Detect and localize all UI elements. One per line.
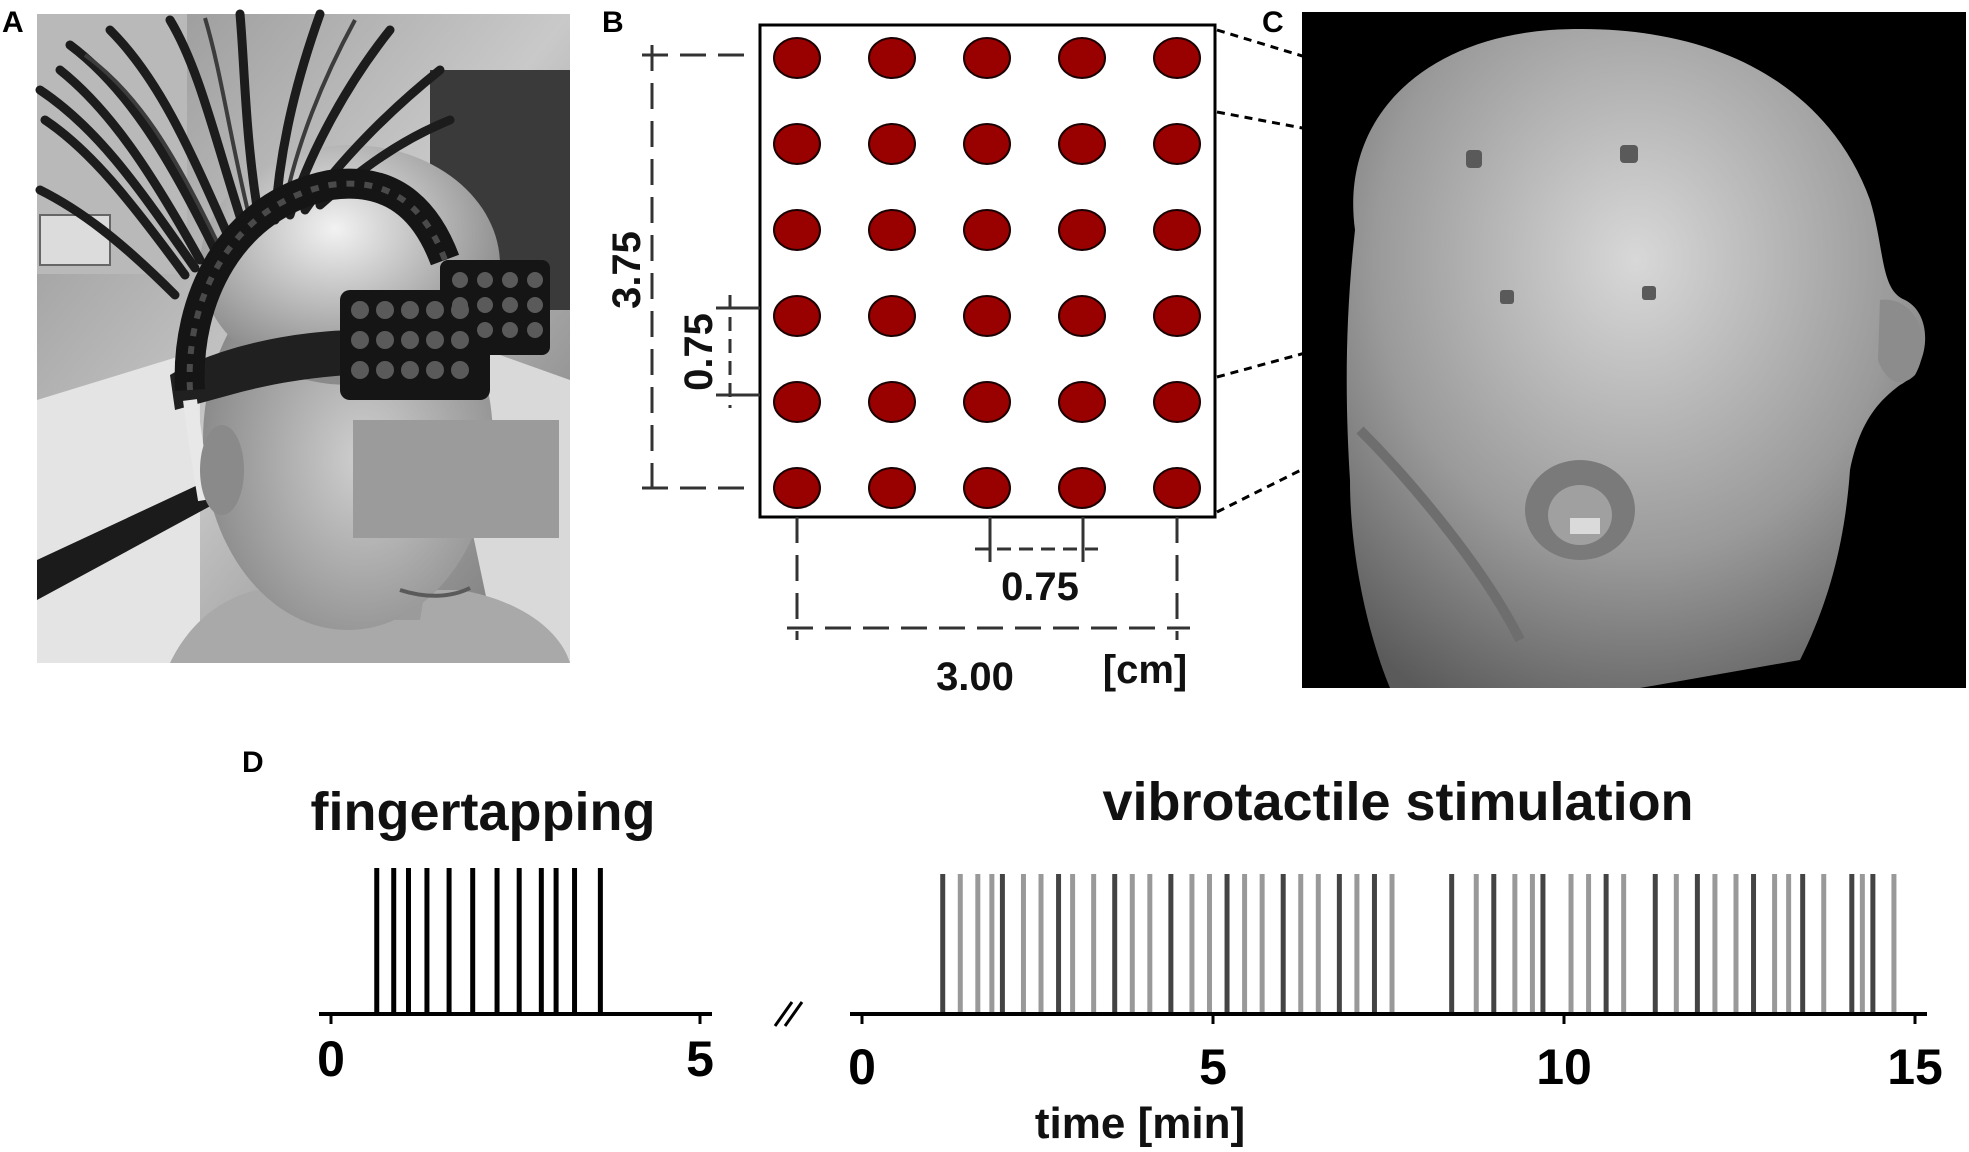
electrode [1153,209,1201,251]
electrode [773,123,821,165]
electrode [1058,381,1106,423]
electrode [963,295,1011,337]
x-tick-label: 5 [1199,1039,1227,1095]
panel-c-label: C [1262,6,1284,39]
vibrotactile-chart: 0 5 10 15 [848,874,1943,1095]
dimension-width [787,517,1190,640]
panel-d-label: D [242,746,264,779]
dimension-height [642,45,752,498]
electrode [963,209,1011,251]
panel-d: D fingertapping vibrotactile stimulation… [242,746,1943,1148]
panel-a: A [2,6,570,663]
electrode [868,123,916,165]
electrode [868,209,916,251]
panel-b-label: B [602,6,624,39]
panel-c: C [1262,6,1966,689]
electrode [1058,467,1106,509]
electrode [773,37,821,79]
dimension-pitch-horizontal-label: 0.75 [1001,565,1079,609]
electrode [868,37,916,79]
photo-participant-with-cap [35,9,570,663]
dimension-width-label: 3.00 [936,655,1014,699]
electrode [1058,37,1106,79]
electrode [963,123,1011,165]
x-tick-label: 5 [686,1031,714,1087]
electrode [1153,37,1201,79]
dimension-height-label: 3.75 [605,231,649,309]
dimension-pitch-vertical-label: 0.75 [677,313,721,391]
electrode-markers [1466,145,1656,304]
unit-label: [cm] [1103,648,1187,692]
panel-b: B 3.75 0.75 0.75 3.00 [602,6,1652,699]
electrode [773,209,821,251]
electrode [868,467,916,509]
electrode-grid-frame [758,23,1217,519]
x-tick-label: 10 [1536,1039,1592,1095]
electrode [963,467,1011,509]
x-tick-label: 0 [317,1031,345,1087]
x-tick-label: 15 [1887,1039,1943,1095]
electrode [1058,209,1106,251]
electrode [1153,381,1201,423]
electrode [868,381,916,423]
x-axis-label: time [min] [1035,1099,1245,1148]
electrode [963,37,1011,79]
chart-title-fingertapping: fingertapping [311,782,656,842]
x-tick-label: 0 [848,1039,876,1095]
electrode [1153,295,1201,337]
electrode [1153,467,1201,509]
axis-break-mark [773,1001,804,1027]
electrode [1058,295,1106,337]
electrode [963,381,1011,423]
electrode [1153,123,1201,165]
electrode [773,467,821,509]
electrode [1058,123,1106,165]
head-model-render [1302,12,1966,689]
panel-a-label: A [2,6,24,39]
dimension-pitch-horizontal [975,517,1098,562]
electrode-grid [773,37,1201,509]
face-mask-box [353,420,559,538]
electrode [773,295,821,337]
electrode [773,381,821,423]
chart-title-vibrotactile: vibrotactile stimulation [1102,772,1693,832]
dimension-pitch-vertical [716,295,760,408]
electrode [868,295,916,337]
